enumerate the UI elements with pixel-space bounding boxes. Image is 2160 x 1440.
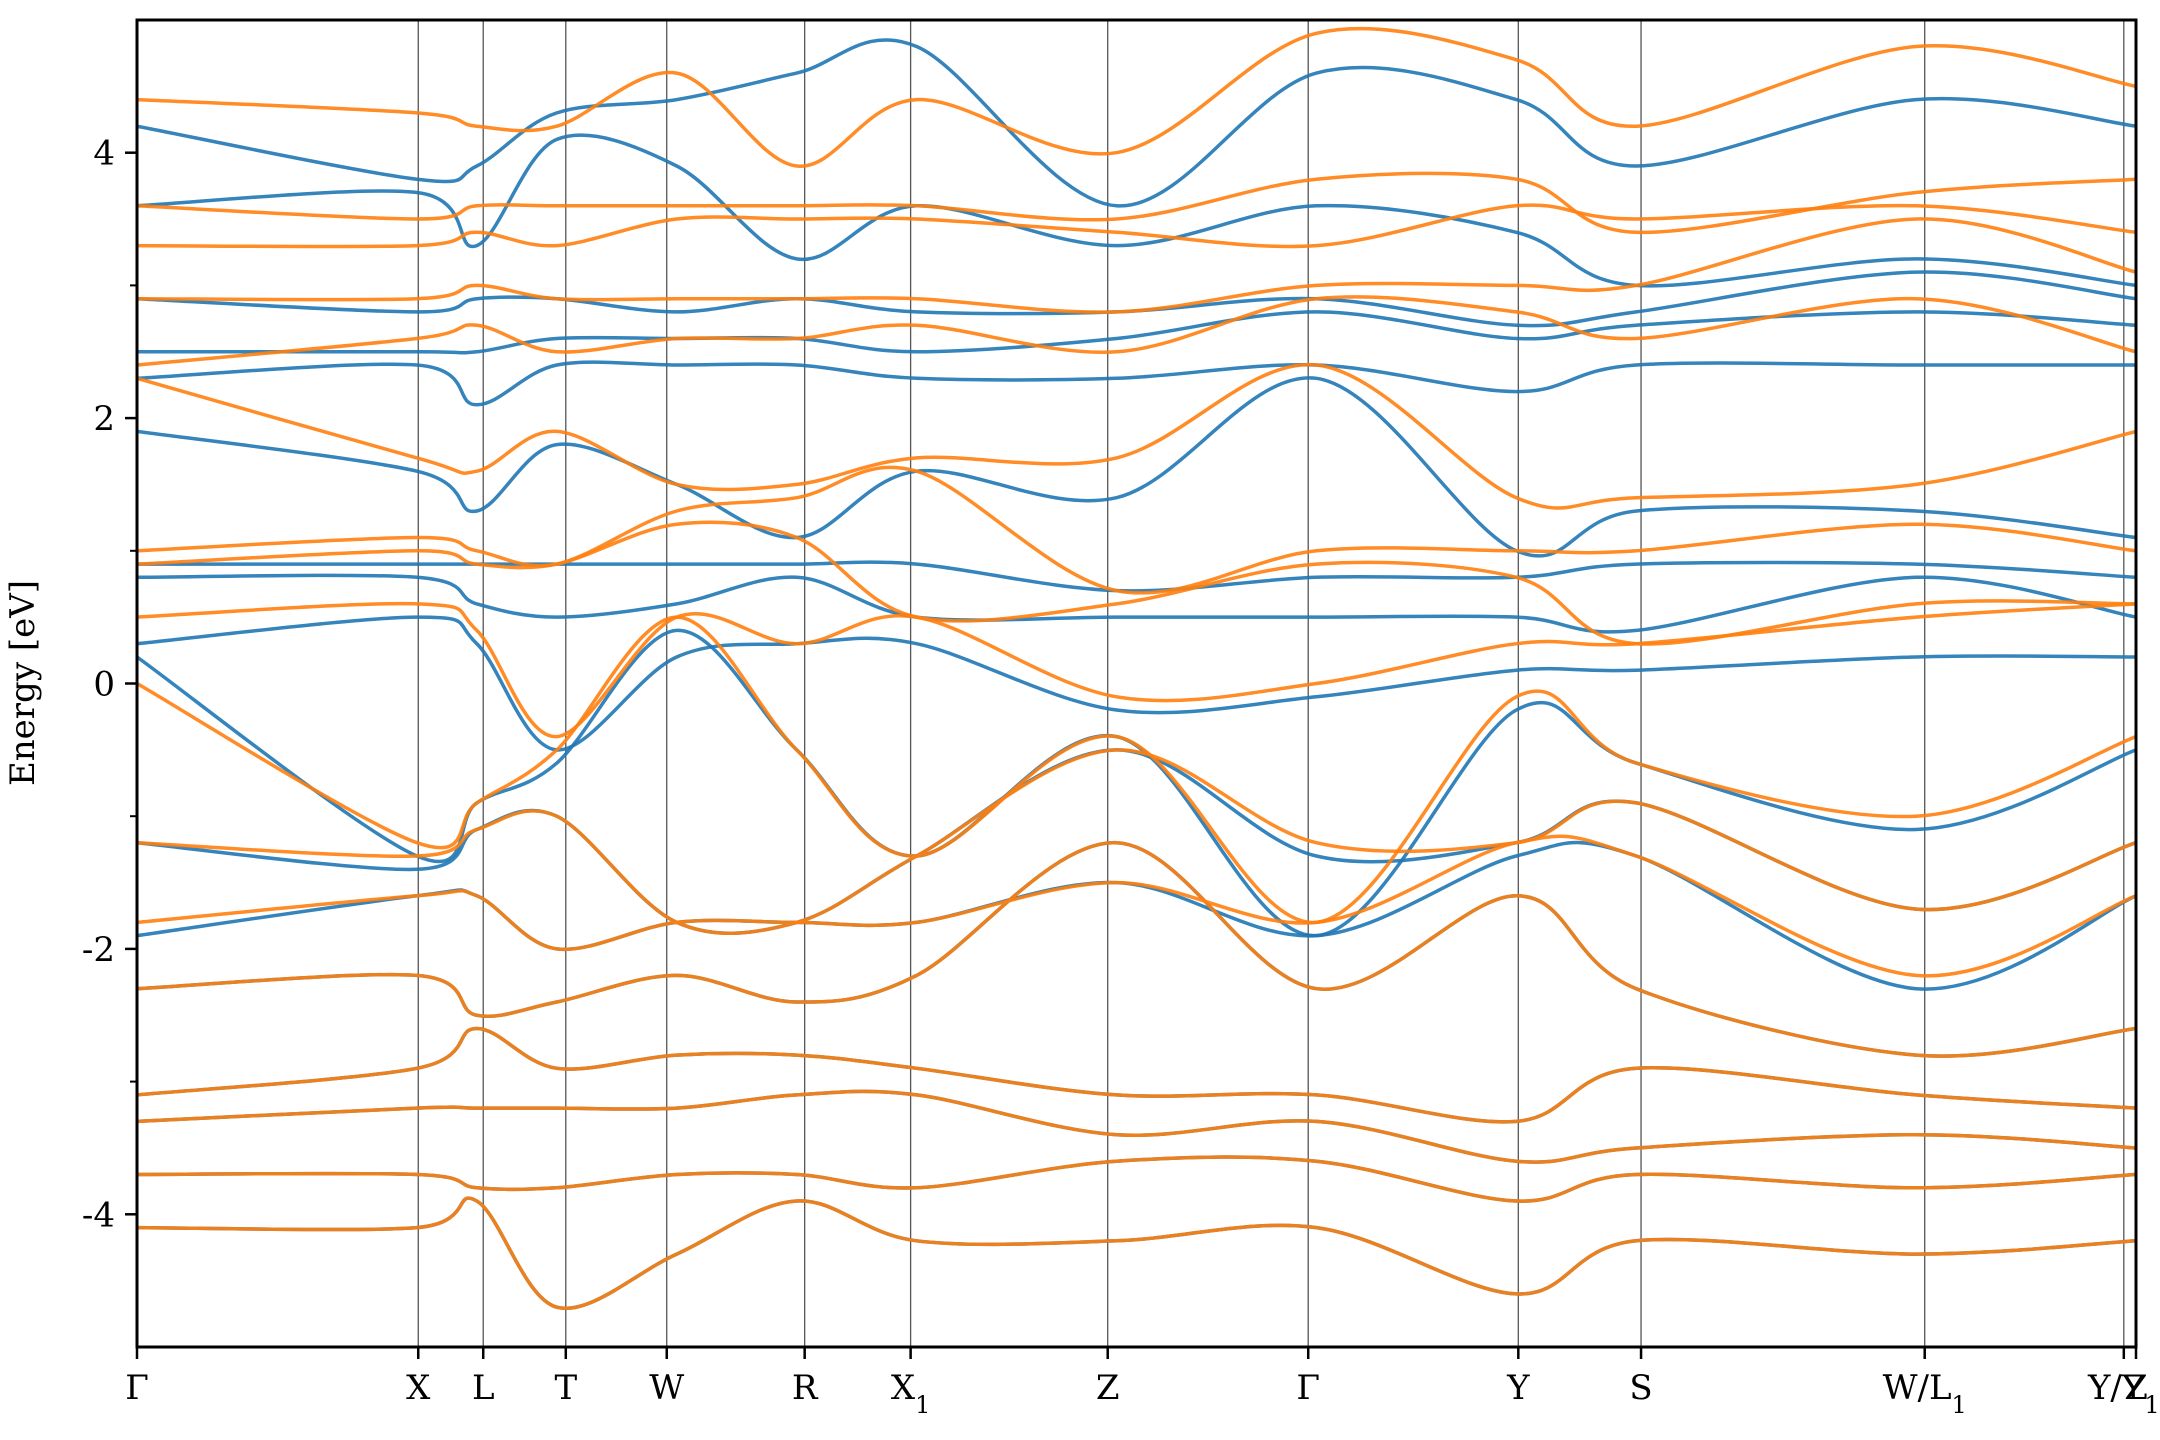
band-line-2-4	[137, 1026, 2136, 1124]
band-line-2-12	[137, 363, 2136, 510]
x-tick-label-11: W/L1	[1883, 1368, 1967, 1419]
band-line-1-3	[137, 1089, 2136, 1164]
y-tick-label-0: 4	[93, 134, 115, 174]
y-axis-title: Energy [eV]	[3, 580, 43, 786]
x-tick-label-2: L	[472, 1368, 495, 1408]
band-line-2-15	[137, 203, 2136, 249]
band-line-1-16	[137, 133, 2136, 288]
y-tick-label-4: -4	[82, 1195, 115, 1235]
band-line-1-12	[137, 376, 2136, 558]
bands-layer	[137, 26, 2136, 1311]
band-line-1-6	[137, 840, 2136, 991]
y-tick-label-1: 2	[93, 399, 115, 439]
y-tick-label-3: -2	[82, 930, 115, 970]
band-line-2-11	[137, 465, 2136, 595]
band-line-1-14	[137, 310, 2136, 355]
x-tick-label-6: X1	[891, 1368, 931, 1419]
band-line-1-13	[137, 360, 2136, 407]
band-line-2-2	[137, 1155, 2136, 1203]
band-line-1-7	[137, 748, 2136, 936]
band-series-2	[137, 26, 2136, 1311]
x-axis: Γ X L T W R X1 Z Γ Y S W/L1 Y/Y1Z	[125, 1347, 2160, 1419]
band-line-2-14	[137, 217, 2136, 314]
x-tick-label-7: Z	[1096, 1368, 1120, 1408]
band-line-2-10	[137, 520, 2136, 646]
x-tick-label-5: R	[792, 1368, 819, 1408]
band-line-1-2	[137, 1155, 2136, 1203]
y-axis: 4 2 0 -2 -4	[82, 134, 137, 1235]
band-line-2-13	[137, 295, 2136, 367]
band-line-2-6	[137, 834, 2136, 978]
x-tick-label-3: T	[554, 1368, 577, 1408]
band-line-1-5	[137, 840, 2136, 1058]
band-line-1-9	[137, 615, 2136, 752]
x-tick-label-0: Γ	[125, 1368, 149, 1408]
x-tick-label-10: S	[1629, 1368, 1652, 1408]
y-tick-label-2: 0	[93, 665, 115, 705]
band-line-2-3	[137, 1089, 2136, 1164]
band-line-2-7	[137, 748, 2136, 936]
x-tick-label-1: X	[406, 1368, 431, 1408]
band-line-1-15	[137, 270, 2136, 328]
band-line-1-8	[137, 628, 2136, 938]
band-line-2-9	[137, 601, 2136, 739]
x-tick-label-9: Y	[1506, 1368, 1530, 1408]
band-line-2-5	[137, 840, 2136, 1058]
x-tick-label-4: W	[649, 1368, 684, 1408]
x-tick-label-13: Z	[2124, 1368, 2148, 1408]
band-line-2-1	[137, 1196, 2136, 1311]
band-line-1-1	[137, 1196, 2136, 1311]
band-line-2-17	[137, 26, 2136, 168]
band-line-2-8	[137, 615, 2136, 925]
band-line-2-16	[137, 171, 2136, 235]
band-line-1-17	[137, 38, 2136, 208]
x-tick-label-8: Γ	[1296, 1368, 1320, 1408]
